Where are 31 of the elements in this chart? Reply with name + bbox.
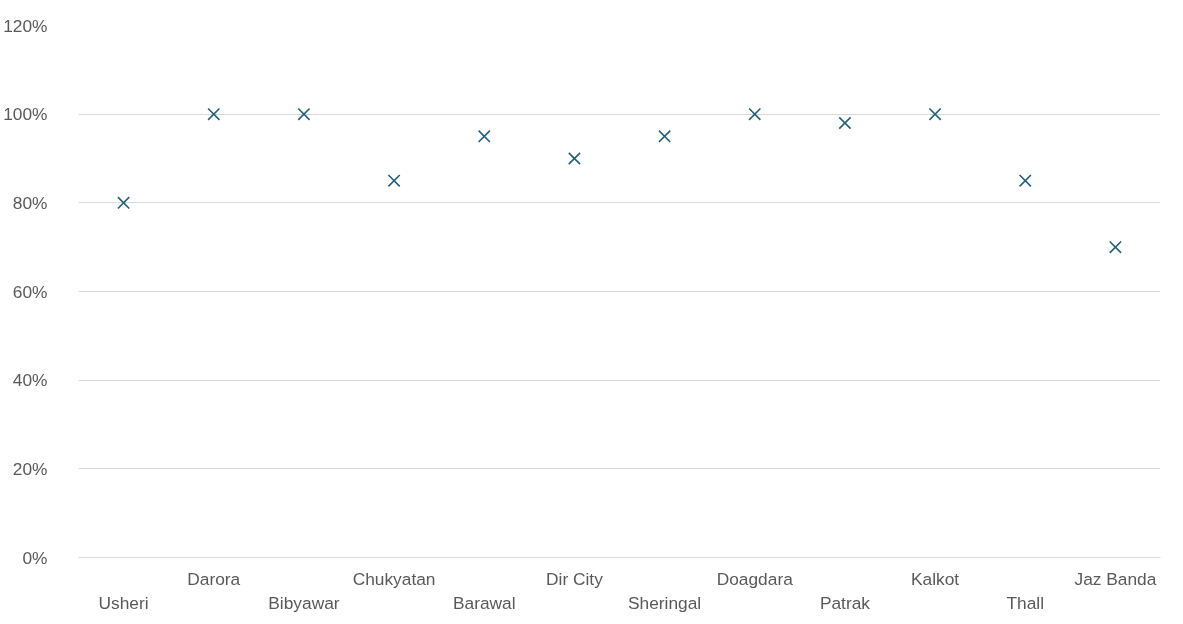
- x-tick-label: Thall: [1006, 592, 1045, 613]
- y-tick-label: 100%: [3, 104, 48, 125]
- x-tick-label: Dir City: [546, 568, 604, 589]
- y-tick-label: 60%: [12, 281, 48, 302]
- x-tick-label: Chukyatan: [352, 568, 436, 589]
- x-tick-label: Doagdara: [716, 568, 794, 589]
- y-tick-label: 120%: [3, 15, 48, 36]
- point: [207, 107, 221, 121]
- x-tick-label: Jaz Banda: [1074, 568, 1157, 589]
- point: [928, 107, 942, 121]
- point: [748, 107, 762, 121]
- point: [297, 107, 311, 121]
- point: [658, 129, 672, 143]
- point: [477, 129, 491, 143]
- point: [838, 116, 852, 130]
- x-tick-label: Darora: [187, 568, 241, 589]
- y-tick-label: 40%: [12, 370, 48, 391]
- x-tick-label: Kalkot: [911, 568, 960, 589]
- y-tick-label: 80%: [12, 192, 48, 213]
- point: [387, 174, 401, 188]
- x-tick-label: Bibyawar: [268, 592, 340, 613]
- x-tick-label: Patrak: [819, 592, 871, 613]
- point: [567, 152, 581, 165]
- x-tick-label: Usheri: [98, 592, 149, 613]
- point: [117, 196, 131, 210]
- point: [1108, 240, 1122, 254]
- y-tick-label: 20%: [12, 458, 48, 479]
- y-tick-label: 0%: [22, 547, 48, 568]
- x-tick-label: Sheringal: [627, 592, 702, 613]
- x-tick-label: Barawal: [452, 592, 516, 613]
- point: [1018, 174, 1032, 188]
